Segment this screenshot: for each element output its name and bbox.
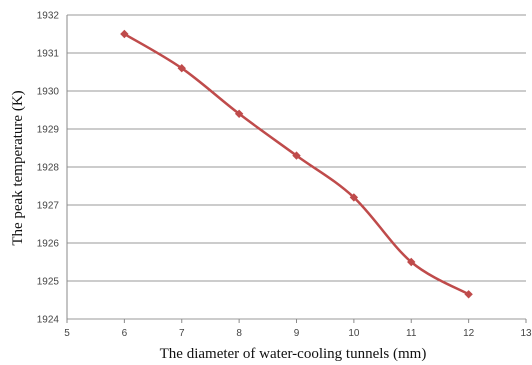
x-tick-label: 7 <box>179 328 185 339</box>
y-tick-label: 1927 <box>37 201 60 212</box>
axes <box>66 15 527 323</box>
data-point-diamond <box>349 193 359 202</box>
data-point-diamond <box>177 64 186 73</box>
gridlines <box>67 14 526 320</box>
y-tick-label: 1930 <box>37 87 60 98</box>
x-axis-title: The diameter of water-cooling tunnels (m… <box>160 346 427 362</box>
x-tick-label: 6 <box>122 328 128 339</box>
data-point-diamond <box>292 151 301 160</box>
x-tick-label: 12 <box>463 328 475 339</box>
data-point-diamond <box>120 29 129 39</box>
y-tick-label: 1926 <box>37 239 60 250</box>
x-tick-label: 5 <box>64 328 70 339</box>
y-tick-label: 1931 <box>37 49 60 60</box>
data-point-diamond <box>464 290 473 299</box>
data-point-diamond <box>234 109 244 118</box>
x-tick-label: 9 <box>294 328 300 339</box>
y-tick-label: 1924 <box>37 315 60 326</box>
series-line-0 <box>123 32 470 296</box>
y-axis-tick-labels: 1924 1925 1926 1927 1928 1929 1930 1931 1932 <box>37 11 60 326</box>
y-tick-label: 1928 <box>37 163 60 174</box>
x-tick-label: 11 <box>406 328 417 339</box>
y-tick-label: 1932 <box>37 11 60 22</box>
x-tick-label: 10 <box>348 328 360 339</box>
x-tick-label: 8 <box>236 328 242 339</box>
y-tick-label: 1929 <box>37 125 60 136</box>
series <box>120 29 473 299</box>
x-tick-label: 13 <box>520 328 532 339</box>
x-axis-tick-labels: 5 6 7 8 9 10 11 12 13 <box>64 328 532 339</box>
y-tick-label: 1925 <box>37 277 60 288</box>
data-point-diamond <box>407 257 416 267</box>
y-axis-title: The peak temperature (K) <box>10 90 26 245</box>
